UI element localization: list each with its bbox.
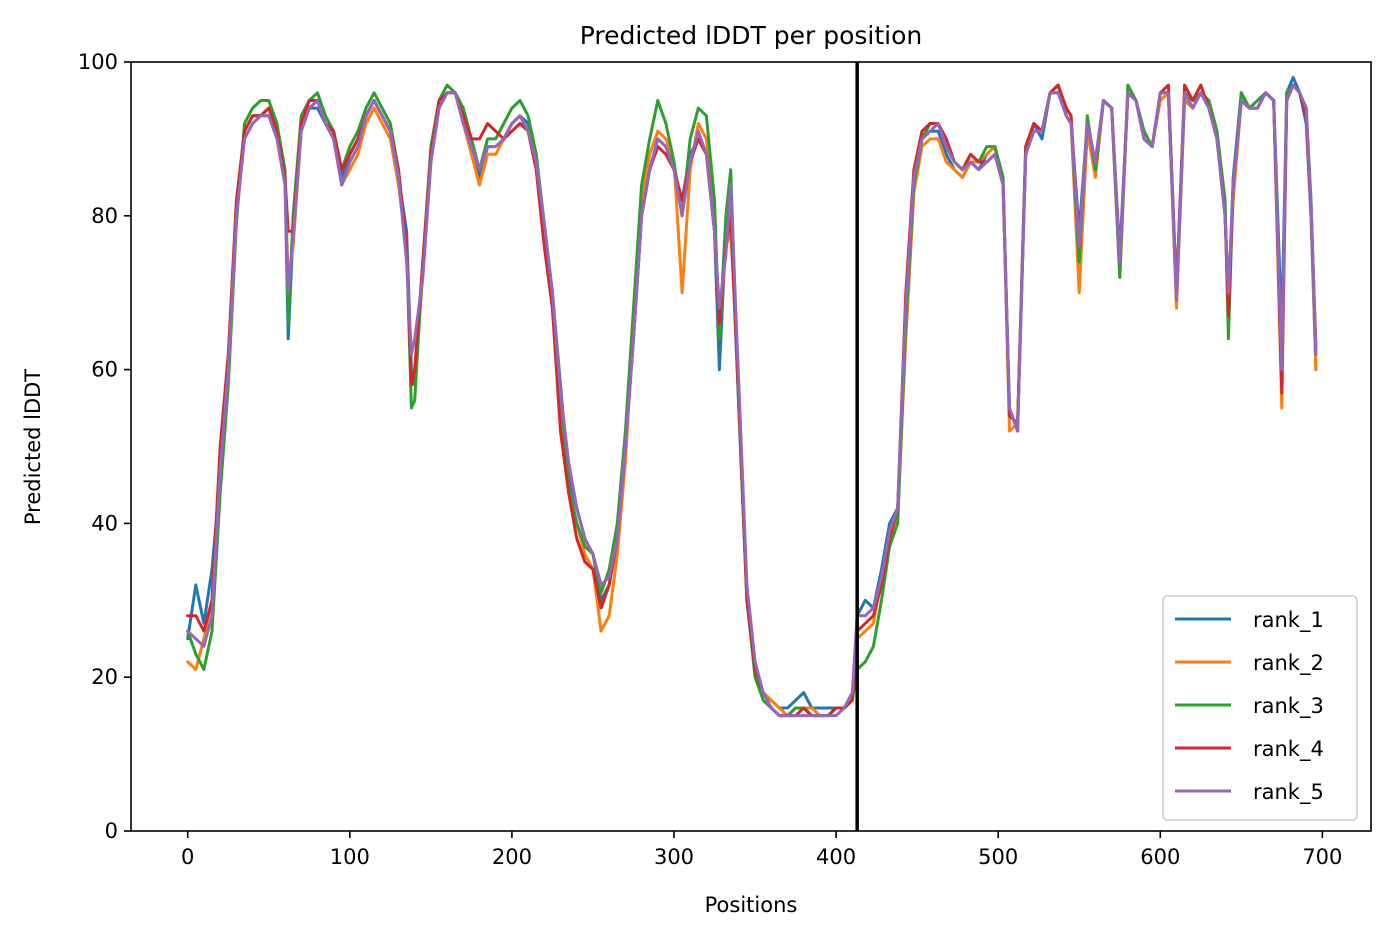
x-tick-label: 400 xyxy=(816,845,856,869)
x-axis-ticks: 0 100 200 300 400 500 600 700 xyxy=(181,831,1342,869)
x-tick-label: 500 xyxy=(978,845,1018,869)
series-line-rank_5 xyxy=(186,83,1318,718)
y-tick-label: 100 xyxy=(78,50,118,74)
chart-title: Predicted lDDT per position xyxy=(580,21,922,50)
series-line-rank_1 xyxy=(186,75,1318,710)
x-tick-label: 100 xyxy=(330,845,370,869)
x-tick-label: 200 xyxy=(492,845,532,869)
legend-label-rank_5: rank_5 xyxy=(1253,780,1324,805)
y-tick-label: 0 xyxy=(105,819,118,843)
x-axis-title: Positions xyxy=(705,893,798,917)
y-tick-label: 80 xyxy=(91,204,118,228)
y-tick-label: 40 xyxy=(91,511,118,535)
legend-label-rank_4: rank_4 xyxy=(1253,737,1324,762)
legend-box xyxy=(1162,595,1358,821)
x-tick-label: 700 xyxy=(1302,845,1342,869)
legend-label-rank_1: rank_1 xyxy=(1253,608,1324,633)
x-tick-label: 0 xyxy=(181,845,194,869)
y-tick-label: 20 xyxy=(91,665,118,689)
x-tick-label: 600 xyxy=(1140,845,1180,869)
plot-frame xyxy=(130,61,1372,832)
y-axis-ticks: 0 20 40 60 80 100 xyxy=(78,50,131,843)
x-tick-label: 300 xyxy=(654,845,694,869)
legend-label-rank_3: rank_3 xyxy=(1253,694,1324,719)
y-tick-label: 60 xyxy=(91,358,118,382)
series-layer xyxy=(186,75,1318,718)
legend: rank_1 rank_2 rank_3 rank_4 rank_5 xyxy=(1162,595,1358,821)
y-axis-title: Predicted lDDT xyxy=(21,369,45,525)
legend-label-rank_2: rank_2 xyxy=(1253,651,1324,676)
